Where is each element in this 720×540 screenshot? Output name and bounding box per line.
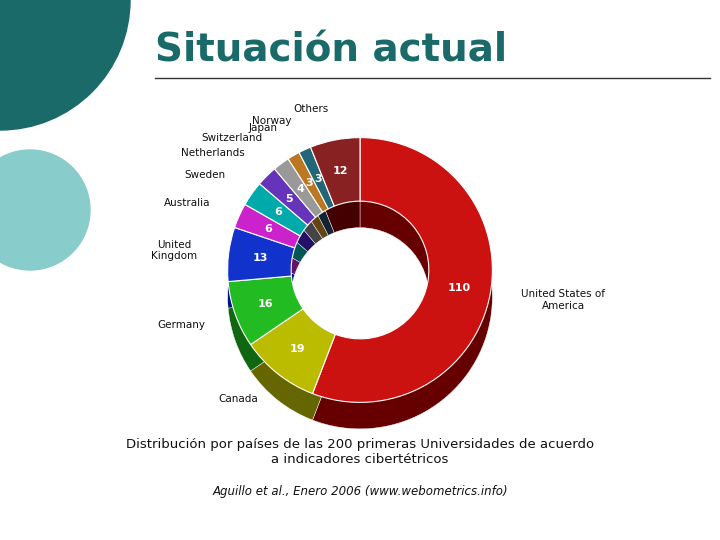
Text: Australia: Australia [163, 198, 210, 208]
Text: Netherlands: Netherlands [181, 148, 244, 158]
Wedge shape [299, 147, 334, 209]
Text: 3: 3 [314, 173, 322, 184]
Wedge shape [312, 164, 492, 429]
Text: United
Kingdom: United Kingdom [151, 240, 197, 261]
Text: Others: Others [294, 104, 329, 114]
Text: 6: 6 [264, 224, 272, 234]
Text: Canada: Canada [218, 394, 258, 404]
Circle shape [0, 0, 130, 130]
Text: Norway: Norway [252, 116, 292, 126]
Text: 4: 4 [296, 184, 304, 194]
Text: Distribución por países de las 200 primeras Universidades de acuerdo
a indicador: Distribución por países de las 200 prime… [126, 438, 594, 466]
Text: Germany: Germany [158, 320, 205, 330]
Wedge shape [228, 302, 303, 371]
Wedge shape [245, 184, 307, 236]
Wedge shape [274, 159, 323, 218]
Wedge shape [228, 227, 294, 281]
Text: 110: 110 [447, 284, 470, 293]
Text: Switzerland: Switzerland [201, 133, 262, 143]
Text: 12: 12 [333, 166, 348, 176]
Wedge shape [228, 254, 294, 308]
Wedge shape [288, 179, 328, 239]
Text: 16: 16 [258, 299, 273, 309]
Wedge shape [235, 231, 300, 274]
Text: 6: 6 [274, 207, 282, 217]
Text: Japan: Japan [248, 123, 277, 133]
Wedge shape [288, 152, 328, 212]
Wedge shape [299, 174, 334, 235]
Text: Sweden: Sweden [185, 171, 226, 180]
Text: Situación actual: Situación actual [155, 31, 507, 69]
Wedge shape [260, 195, 315, 252]
Text: 19: 19 [289, 344, 305, 354]
Wedge shape [251, 309, 336, 394]
Circle shape [0, 150, 90, 270]
Text: Aguillo et al., Enero 2006 (www.webometrics.info): Aguillo et al., Enero 2006 (www.webometr… [212, 485, 508, 498]
Text: United States of
America: United States of America [521, 289, 606, 310]
Wedge shape [312, 138, 492, 402]
Text: 13: 13 [253, 253, 268, 263]
Wedge shape [251, 335, 336, 420]
Wedge shape [274, 185, 323, 244]
Wedge shape [310, 164, 360, 233]
Text: 3: 3 [306, 178, 313, 188]
Wedge shape [310, 138, 360, 206]
Wedge shape [228, 276, 303, 345]
Text: 5: 5 [285, 193, 293, 204]
Wedge shape [260, 169, 315, 225]
Wedge shape [245, 210, 307, 262]
Wedge shape [235, 205, 300, 248]
